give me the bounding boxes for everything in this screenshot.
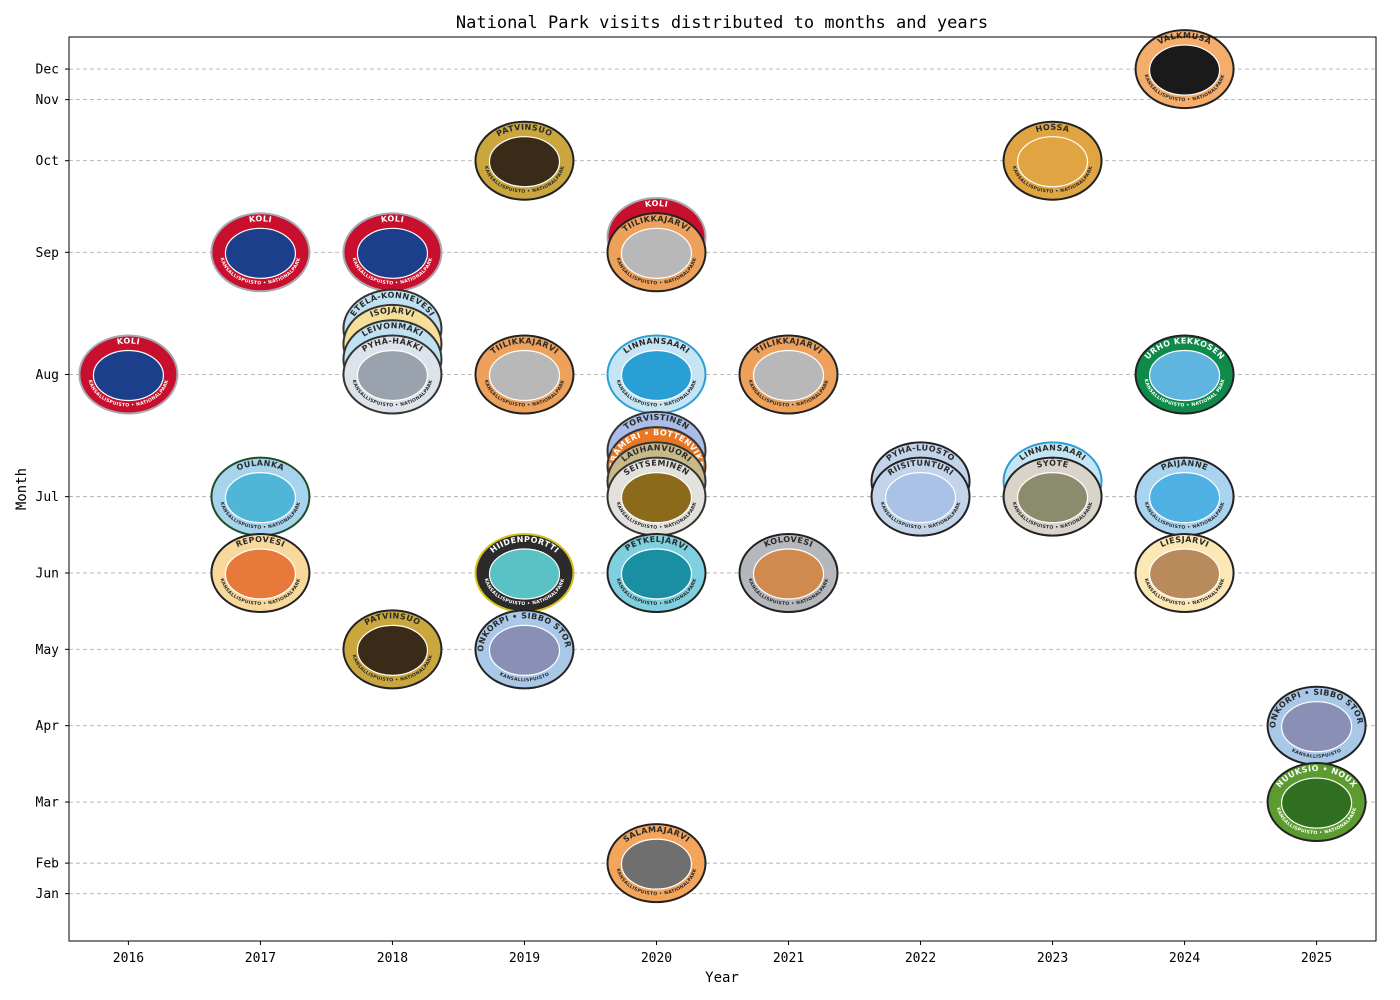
- badge-emblem: [224, 472, 297, 524]
- badge-emblem: [620, 227, 693, 279]
- x-tick-label: 2024: [1169, 951, 1200, 966]
- x-axis-ticks: 2016 2017 2018 2019 2020 2021 2022 2023 2024 2025: [113, 941, 1332, 966]
- y-tick-label: Mar: [36, 796, 60, 811]
- x-axis-label: Year: [705, 970, 739, 986]
- badge-emblem: [884, 472, 957, 524]
- y-tick-label: Aug: [36, 368, 59, 383]
- badge-name: PÄIJÄNNE: [1160, 458, 1210, 473]
- badge-emblem: [224, 227, 297, 279]
- badge-emblem: [488, 349, 561, 402]
- badge-name: ISOJÄRVI: [369, 305, 416, 319]
- badge-emblem: [1148, 472, 1221, 524]
- x-tick-label: 2025: [1301, 951, 1332, 966]
- badge-emblem: [1148, 44, 1221, 96]
- y-tick-label: May: [36, 643, 60, 658]
- y-tick-label: Apr: [36, 719, 60, 734]
- badge-name: KOLI: [116, 336, 140, 346]
- badge-name: SYÖTE: [1036, 458, 1070, 470]
- badge-emblem: [488, 624, 561, 676]
- badge-name: OULANKA: [235, 459, 286, 473]
- badge-emblem: [356, 624, 429, 676]
- x-tick-label: 2023: [1037, 951, 1068, 966]
- badge-emblem: [356, 227, 429, 279]
- badge-name: KOLI: [248, 214, 272, 224]
- x-tick-label: 2021: [773, 951, 804, 966]
- x-tick-label: 2016: [113, 951, 144, 966]
- x-tick-label: 2022: [905, 951, 936, 966]
- y-tick-label: Jul: [36, 490, 59, 505]
- badge-emblem: [1148, 548, 1221, 600]
- y-tick-label: Dec: [36, 63, 59, 78]
- x-tick-label: 2018: [377, 951, 408, 966]
- y-tick-label: Sep: [36, 246, 60, 261]
- y-axis-ticks: Dec Nov Oct Sep Aug Jul Jun May Apr Mar Feb Jan: [36, 63, 69, 902]
- plot-frame: [68, 36, 1377, 942]
- badge-emblem: [752, 349, 825, 402]
- badge-emblem: [224, 548, 297, 600]
- chart-title: National Park visits distributed to mont…: [456, 13, 988, 33]
- badge-name: KOLI: [644, 199, 668, 209]
- y-tick-label: Jun: [36, 566, 59, 581]
- badge-emblem: [1280, 701, 1353, 753]
- x-tick-label: 2017: [245, 951, 276, 966]
- badge-emblem: [1280, 777, 1353, 829]
- badge-emblem: [488, 136, 561, 188]
- badge-emblem: [752, 548, 825, 600]
- badge-name: HOSSA: [1035, 123, 1071, 134]
- x-tick-label: 2019: [509, 951, 540, 966]
- y-axis-label: Month: [14, 468, 30, 510]
- badge-emblem: [620, 838, 693, 890]
- badge-emblem: [620, 349, 693, 402]
- badge-emblem: [1016, 472, 1089, 524]
- y-tick-label: Nov: [36, 93, 60, 108]
- badge-emblem: [488, 548, 561, 600]
- badge-emblem: [1148, 349, 1221, 402]
- badge-emblem: [620, 548, 693, 600]
- y-tick-label: Oct: [36, 154, 59, 169]
- y-tick-label: Jan: [36, 887, 59, 902]
- y-tick-label: Feb: [36, 857, 60, 872]
- badge-name: KOLI: [380, 214, 404, 224]
- badge-emblem: [92, 349, 165, 402]
- badge-emblem: [356, 349, 429, 402]
- badge-emblem: [1016, 136, 1089, 188]
- badge-name: LIESJÄRVI: [1159, 534, 1211, 549]
- badge-emblem: [620, 472, 693, 524]
- x-tick-label: 2020: [641, 951, 672, 966]
